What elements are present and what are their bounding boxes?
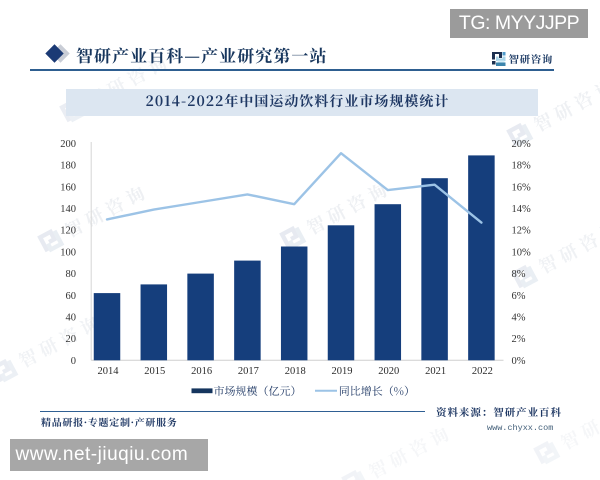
svg-text:20%: 20% <box>512 139 532 150</box>
svg-text:2017: 2017 <box>238 366 259 377</box>
svg-text:2%: 2% <box>512 334 526 345</box>
svg-text:18%: 18% <box>512 161 532 172</box>
svg-text:2014: 2014 <box>98 366 120 377</box>
svg-text:100: 100 <box>60 247 76 258</box>
svg-text:60: 60 <box>66 291 77 302</box>
svg-text:同比增长（%）: 同比增长（%） <box>339 383 415 399</box>
svg-text:14%: 14% <box>512 204 532 215</box>
svg-text:0%: 0% <box>512 356 526 367</box>
svg-text:200: 200 <box>60 139 76 150</box>
svg-text:2020: 2020 <box>378 366 399 377</box>
svg-text:80: 80 <box>66 269 77 280</box>
svg-text:120: 120 <box>60 226 76 237</box>
svg-text:2016: 2016 <box>191 366 212 377</box>
svg-text:2015: 2015 <box>144 366 165 377</box>
svg-text:4%: 4% <box>512 312 526 323</box>
svg-text:6%: 6% <box>512 291 526 302</box>
svg-text:市场规模（亿元）: 市场规模（亿元） <box>214 383 302 399</box>
svg-text:40: 40 <box>66 312 77 323</box>
svg-text:180: 180 <box>60 161 76 172</box>
svg-text:16%: 16% <box>512 182 532 193</box>
svg-text:160: 160 <box>60 182 76 193</box>
svg-text:2019: 2019 <box>332 366 353 377</box>
svg-text:0: 0 <box>71 356 76 367</box>
svg-text:10%: 10% <box>512 247 532 258</box>
svg-text:8%: 8% <box>512 269 526 280</box>
svg-text:2018: 2018 <box>285 366 306 377</box>
svg-text:140: 140 <box>60 204 76 215</box>
svg-text:12%: 12% <box>512 226 532 237</box>
svg-text:2021: 2021 <box>425 366 446 377</box>
svg-text:2022: 2022 <box>472 366 493 377</box>
svg-text:20: 20 <box>66 334 77 345</box>
